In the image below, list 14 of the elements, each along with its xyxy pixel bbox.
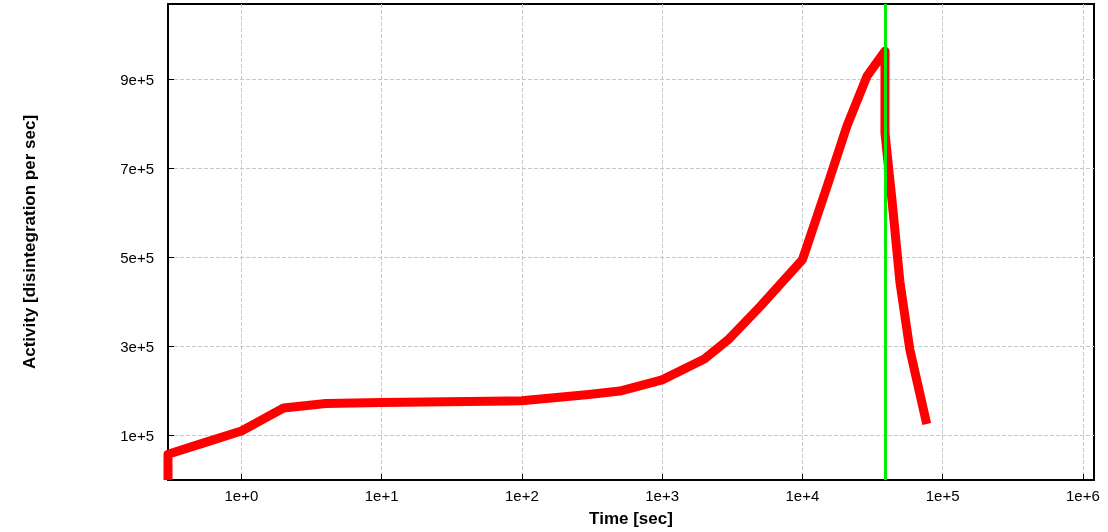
x-tick-label: 1e+5 <box>925 487 960 504</box>
y-tick-label: 3e+5 <box>120 338 154 356</box>
y-tick-label: 7e+5 <box>120 160 154 178</box>
x-tick-label: 1e+4 <box>785 487 820 504</box>
x-tick-label: 1e+2 <box>504 487 539 504</box>
x-tick-label: 1e+3 <box>645 487 680 504</box>
x-axis-title: Time [sec] <box>589 509 673 528</box>
x-tick-label: 1e+0 <box>224 487 259 504</box>
y-axis-title: Activity [disintegration per sec] <box>20 114 39 370</box>
y-tick-label: 9e+5 <box>120 71 154 89</box>
y-tick-label: 1e+5 <box>120 427 154 445</box>
y-tick-label: 5e+5 <box>120 249 154 267</box>
x-tick-label: 1e+6 <box>1066 487 1100 504</box>
x-tick-label: 1e+1 <box>364 487 399 504</box>
